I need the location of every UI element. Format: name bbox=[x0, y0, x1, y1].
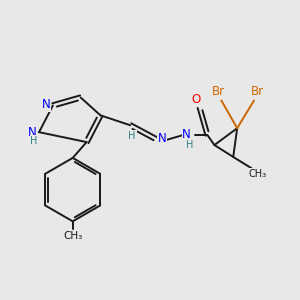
Text: N: N bbox=[28, 126, 37, 139]
Text: H: H bbox=[186, 140, 193, 150]
Text: CH₃: CH₃ bbox=[249, 169, 267, 179]
Text: O: O bbox=[191, 93, 200, 106]
Text: Br: Br bbox=[212, 85, 225, 98]
Text: N: N bbox=[42, 98, 50, 111]
Text: Br: Br bbox=[250, 85, 264, 98]
Text: H: H bbox=[128, 131, 136, 141]
Text: CH₃: CH₃ bbox=[63, 231, 82, 241]
Text: H: H bbox=[30, 136, 38, 146]
Text: N: N bbox=[158, 132, 166, 145]
Text: N: N bbox=[182, 128, 191, 141]
